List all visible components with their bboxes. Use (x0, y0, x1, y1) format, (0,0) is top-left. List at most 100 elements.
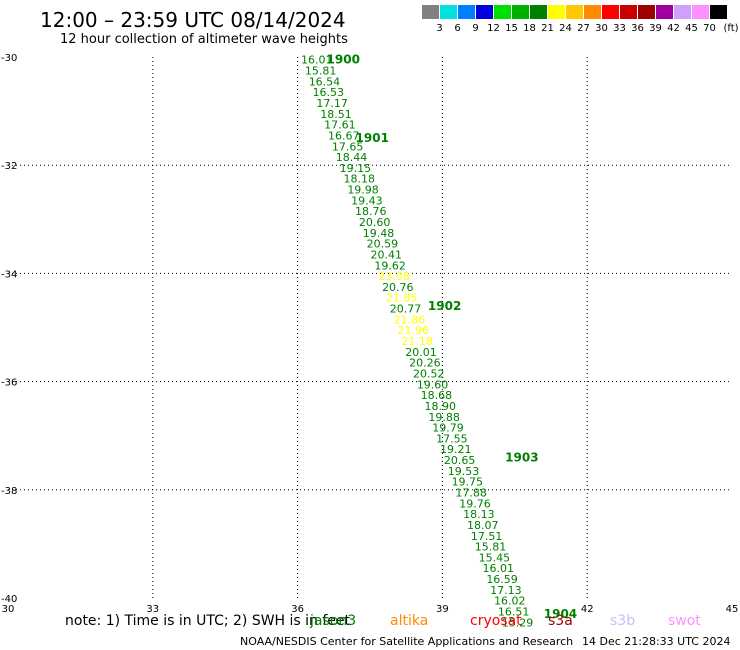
lat-tick-label: -30 (1, 53, 17, 64)
legend-label: 30 (595, 23, 608, 34)
satellite-label-jason3: jason3 (310, 613, 357, 629)
wave-height-value: 19.48 (363, 227, 395, 240)
wave-height-value: 18.76 (355, 205, 387, 218)
time-label: 1903 (505, 450, 538, 464)
legend-label: 42 (667, 23, 680, 34)
legend-label: 70 (703, 23, 716, 34)
lat-tick-label: -34 (1, 269, 17, 280)
wave-height-value: 15.81 (305, 65, 337, 78)
legend-swatch (476, 5, 493, 19)
wave-height-value: 16.53 (313, 86, 345, 99)
wave-height-value: 16.51 (498, 606, 530, 619)
wave-height-value: 17.55 (436, 432, 468, 445)
wave-height-value: 19.98 (347, 184, 379, 197)
wave-height-value: 18.51 (320, 108, 352, 121)
legend-swatch (422, 5, 439, 19)
wave-height-value: 17.61 (324, 119, 356, 132)
wave-height-value: 16.01 (482, 562, 513, 575)
legend-swatch (566, 5, 583, 19)
wave-height-value: 19.15 (340, 162, 372, 175)
wave-height-value: 15.81 (475, 541, 507, 554)
lat-tick-label: -32 (1, 161, 17, 172)
legend-unit: (ft) (723, 23, 739, 34)
wave-height-value: 16.54 (309, 75, 341, 88)
wave-height-value: 17.17 (316, 97, 348, 110)
footer-credit: NOAA/NESDIS Center for Satellite Applica… (240, 635, 574, 648)
legend-label: 33 (613, 23, 626, 34)
wave-height-value: 19.75 (452, 476, 484, 489)
wave-height-value: 19.60 (417, 378, 449, 391)
wave-height-value: 20.52 (413, 367, 445, 380)
lat-tick-label: -36 (1, 378, 17, 389)
time-label: 1904 (544, 607, 577, 621)
legend-label: 36 (631, 23, 644, 34)
legend-swatch (584, 5, 601, 19)
time-label: 1902 (428, 299, 461, 313)
legend-label: 27 (577, 23, 590, 34)
wave-height-value: 20.60 (359, 216, 391, 229)
wave-height-value: 18.68 (421, 389, 453, 402)
legend-swatch (512, 5, 529, 19)
wave-height-value: 20.65 (444, 454, 476, 467)
legend-swatch (458, 5, 475, 19)
wave-height-value: 16.01 (301, 54, 333, 67)
legend-label: 39 (649, 23, 662, 34)
wave-height-value: 18.18 (343, 173, 375, 186)
wave-height-value: 18.44 (336, 151, 368, 164)
legend-swatch (440, 5, 457, 19)
footer-note: note: 1) Time is in UTC; 2) SWH is in fe… (65, 613, 351, 629)
legend-swatch (710, 5, 727, 19)
legend-swatch (548, 5, 565, 19)
lon-tick-label: 39 (436, 604, 449, 615)
legend-label: 18 (523, 23, 536, 34)
wave-height-value: 16.59 (486, 573, 517, 586)
wave-height-value: 16.02 (494, 595, 525, 608)
wave-height-value: 20.59 (367, 238, 399, 251)
wave-height-value: 17.65 (332, 140, 364, 153)
wave-height-value: 21.96 (398, 324, 430, 337)
chart-subtitle: 12 hour collection of altimeter wave hei… (60, 32, 348, 47)
wave-height-value: 17.51 (471, 530, 503, 543)
legend-label: 21 (541, 23, 554, 34)
wave-height-value: 18.13 (463, 508, 495, 521)
legend-label: 15 (505, 23, 518, 34)
lon-tick-label: 30 (2, 604, 15, 615)
legend-label: 9 (472, 23, 479, 34)
wave-height-value: 19.62 (374, 259, 406, 272)
wave-height-value: 23.08 (378, 270, 410, 283)
wave-height-value: 21.18 (401, 335, 433, 348)
legend-swatch (656, 5, 673, 19)
legend-label: 12 (487, 23, 500, 34)
wave-height-value: 18.90 (425, 400, 457, 413)
wave-height-value: 20.41 (370, 248, 402, 261)
legend-label: 45 (685, 23, 698, 34)
wave-height-value: 20.77 (390, 303, 422, 316)
lat-tick-label: -38 (1, 486, 17, 497)
wave-height-value: 17.13 (490, 584, 521, 597)
wave-height-value: 15.29 (502, 616, 534, 629)
legend-swatch (602, 5, 619, 19)
legend-label: 24 (559, 23, 572, 34)
wave-height-value: 19.43 (351, 194, 383, 207)
legend-swatch (530, 5, 547, 19)
wave-height-value: 16.67 (328, 129, 360, 142)
satellite-label-cryosat: cryosat (470, 613, 522, 629)
wave-height-value: 19.76 (459, 497, 491, 510)
footer-timestamp: 14 Dec 21:28:33 UTC 2024 (582, 635, 731, 648)
satellite-label-s3a: s3a (548, 613, 573, 629)
legend-swatch (692, 5, 709, 19)
wave-height-value: 15.45 (479, 551, 511, 564)
wave-height-value: 19.79 (432, 422, 464, 435)
wave-height-value: 20.01 (405, 346, 437, 359)
legend-label: 6 (454, 23, 461, 34)
time-label: 1901 (356, 131, 389, 145)
satellite-label-s3b: s3b (610, 613, 636, 629)
legend-swatch (674, 5, 691, 19)
wave-height-value: 19.53 (448, 465, 480, 478)
chart-title: 12:00 – 23:59 UTC 08/14/2024 (40, 8, 346, 32)
wave-height-value: 18.07 (467, 519, 499, 532)
wave-height-value: 20.76 (382, 281, 414, 294)
time-label: 1900 (327, 53, 360, 67)
lon-tick-label: 33 (146, 604, 159, 615)
